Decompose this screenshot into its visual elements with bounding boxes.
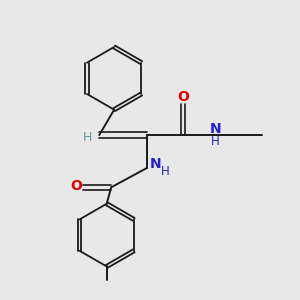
Text: O: O xyxy=(70,179,82,193)
Text: H: H xyxy=(160,165,169,178)
Text: N: N xyxy=(150,157,161,171)
Text: H: H xyxy=(83,131,93,144)
Text: O: O xyxy=(177,90,189,104)
Text: H: H xyxy=(211,135,220,148)
Text: N: N xyxy=(210,122,221,136)
